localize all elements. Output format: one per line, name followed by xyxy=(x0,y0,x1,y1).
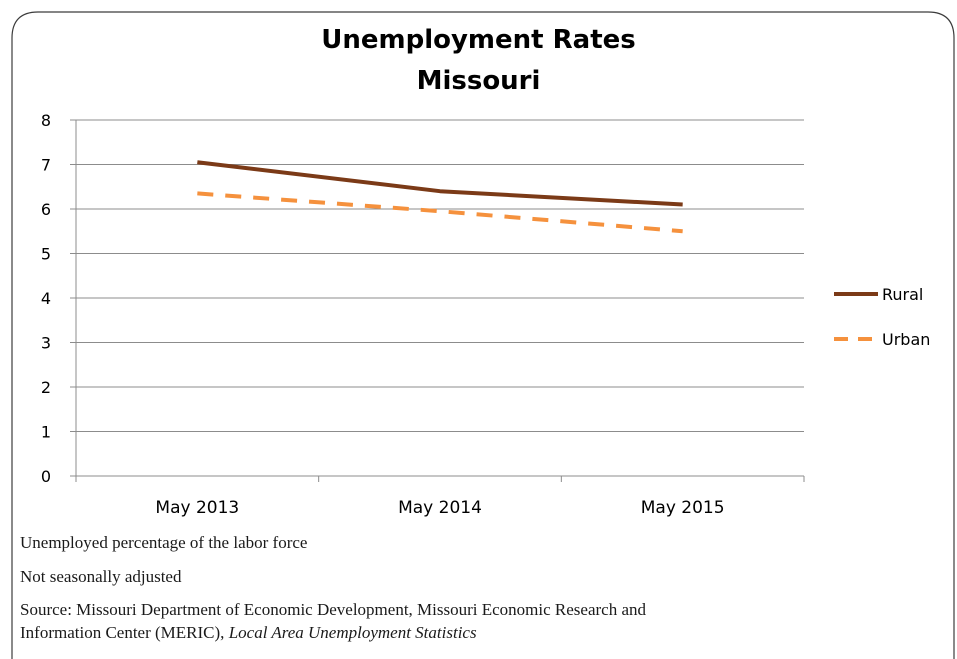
legend: Rural Urban xyxy=(834,285,930,349)
note-source-line1: Source: Missouri Department of Economic … xyxy=(20,600,647,619)
x-tick-label: May 2013 xyxy=(155,498,239,518)
y-tick-label: 5 xyxy=(41,245,51,264)
y-tick-label: 4 xyxy=(41,289,51,308)
y-tick-label: 2 xyxy=(41,378,51,397)
note-source-line2: Information Center (MERIC), Local Area U… xyxy=(20,622,477,644)
x-tick-label: May 2014 xyxy=(398,498,482,518)
axes xyxy=(70,119,805,482)
y-tick-label: 7 xyxy=(41,156,51,175)
series-line-rural xyxy=(197,160,683,207)
y-tick-label: 0 xyxy=(41,467,51,486)
y-tick-label: 1 xyxy=(41,423,51,442)
chart-title: Unemployment Rates xyxy=(321,25,636,55)
chart-subtitle: Missouri xyxy=(416,66,541,96)
series-line-urban xyxy=(197,191,683,234)
source-dataset: Local Area Unemployment Statistics xyxy=(228,623,477,642)
legend-label-rural: Rural xyxy=(882,285,923,304)
legend-label-urban: Urban xyxy=(882,330,930,349)
y-tick-label: 6 xyxy=(41,200,51,219)
y-axis-tick-labels: 0 1 2 3 4 5 6 7 8 xyxy=(41,111,51,486)
gridlines xyxy=(76,119,804,432)
y-tick-label: 8 xyxy=(41,111,51,130)
source-org: Information Center (MERIC), xyxy=(20,623,229,642)
x-tick-label: May 2015 xyxy=(641,498,725,518)
note-seasonal-adjustment: Not seasonally adjusted xyxy=(20,567,182,586)
y-tick-label: 3 xyxy=(41,334,51,353)
x-axis-tick-labels: May 2013 May 2014 May 2015 xyxy=(155,498,724,518)
series-lines xyxy=(197,160,683,234)
note-unemployed-percentage: Unemployed percentage of the labor force xyxy=(20,533,308,552)
